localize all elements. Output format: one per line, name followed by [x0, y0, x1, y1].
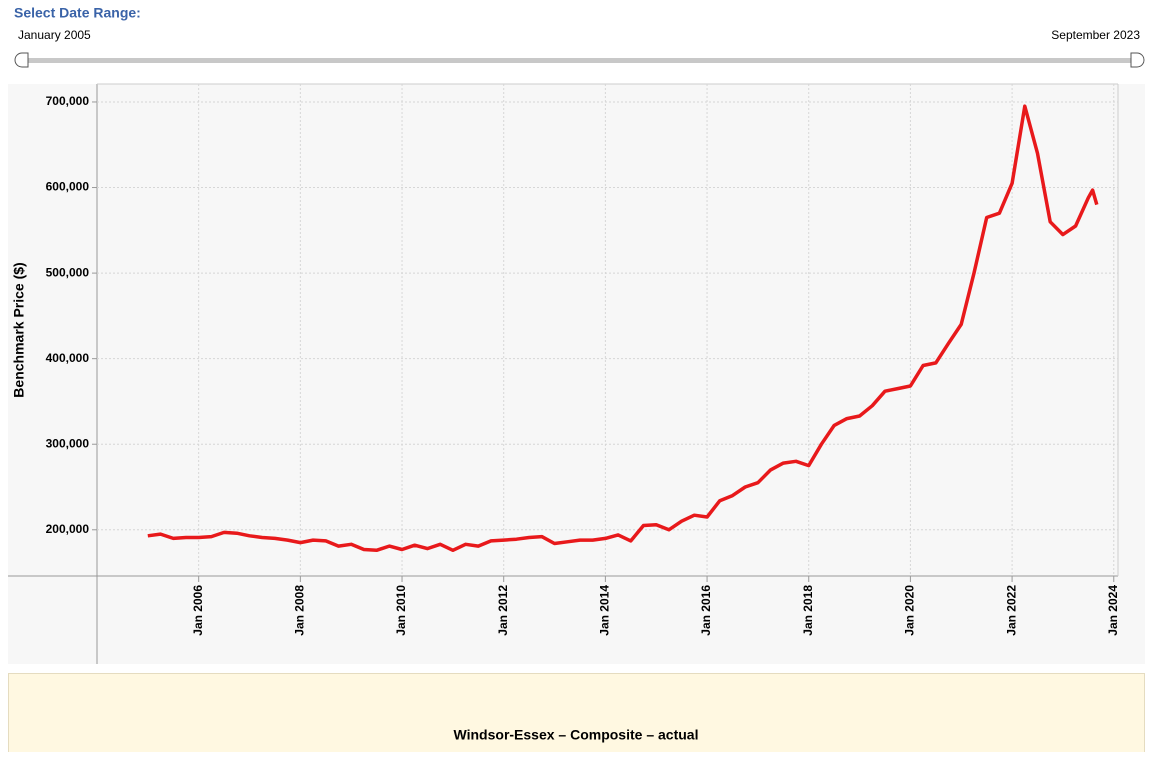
y-tick-label: 500,000 [46, 265, 90, 279]
x-tick-label: Jan 2018 [801, 585, 815, 636]
slider-handle-start[interactable] [14, 52, 29, 68]
plot: 200,000 300,000 400,000 500,000 600,000 700,0… [46, 84, 1120, 636]
x-tick-label: Jan 2020 [903, 585, 917, 636]
y-tick-label: 400,000 [46, 351, 90, 365]
y-tick-label: 200,000 [46, 522, 90, 536]
y-tick-label: 700,000 [46, 94, 90, 108]
y-tick-label: 600,000 [46, 180, 90, 194]
slider-handle-end[interactable] [1130, 52, 1145, 68]
x-tick-label: Jan 2014 [598, 585, 612, 636]
slider-label: Select Date Range: [14, 5, 141, 21]
y-axis-title: Benchmark Price ($) [11, 262, 27, 397]
slider-start: January 2005 [18, 28, 91, 42]
x-tick-label: Jan 2010 [394, 585, 408, 636]
x-tick-label: Jan 2024 [1106, 585, 1120, 636]
chart-panel [8, 84, 1145, 664]
footer-box [8, 673, 1145, 754]
slider-end: September 2023 [1051, 28, 1140, 42]
slider-track[interactable] [22, 58, 1137, 63]
x-tick-label: Jan 2012 [496, 585, 510, 636]
x-tick-label: Jan 2008 [293, 585, 307, 636]
footer-title: Windsor-Essex – Composite – actual [454, 727, 699, 743]
x-tick-label: Jan 2016 [699, 585, 713, 636]
x-tick-label: Jan 2006 [191, 585, 205, 636]
y-tick-label: 300,000 [46, 436, 90, 450]
price-line [147, 104, 1099, 553]
x-tick-label: Jan 2022 [1004, 585, 1018, 636]
